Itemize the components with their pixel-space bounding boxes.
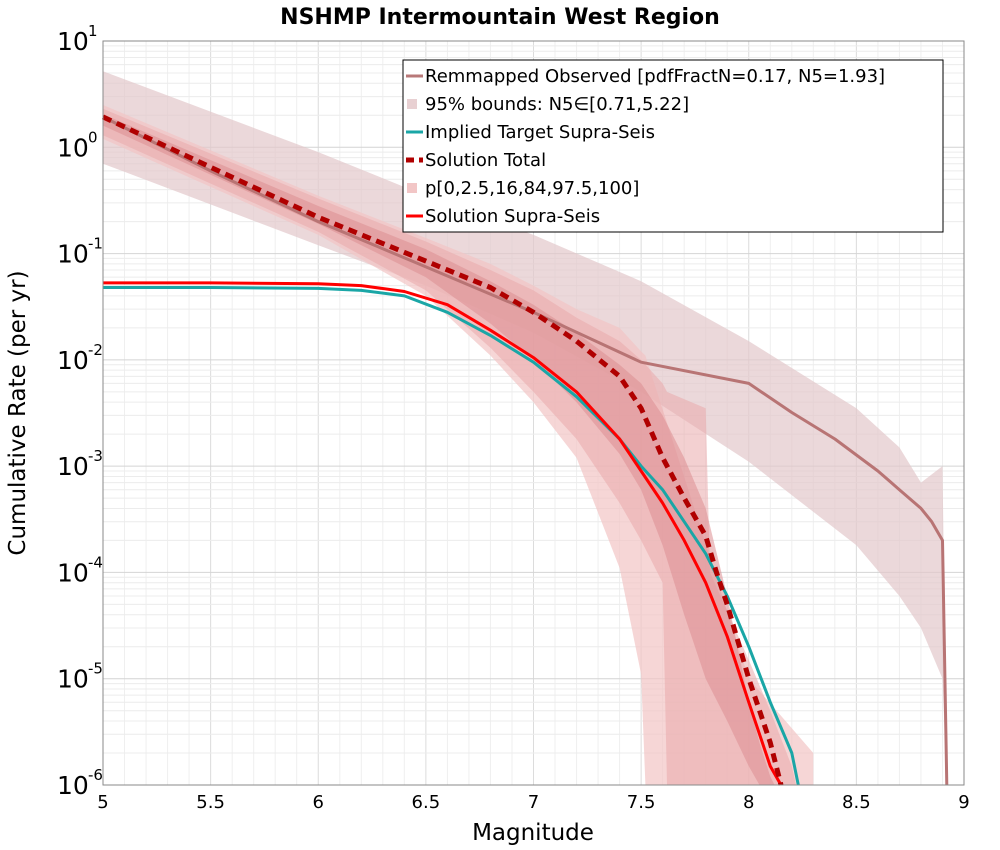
band-area [103,105,814,785]
legend-label: 95% bounds: N5∈[0.71,5.22] [425,94,689,115]
legend-label: Remmapped Observed [pdfFractN=0.17, N5=1… [425,66,885,87]
series-lines [101,114,949,786]
legend-label: Implied Target Supra-Seis [425,122,655,143]
y-tick-label: 10 [57,771,89,800]
y-tick-label: 10 [57,665,89,694]
series-line [102,115,949,786]
x-tick-label: 5 [97,792,108,813]
chart-title: NSHMP Intermountain West Region [280,5,720,30]
x-tick-label: 8.5 [842,792,871,813]
y-tick-label: 10 [57,558,89,587]
series-line [101,114,784,786]
x-tick-label: 7 [528,792,539,813]
y-tick-label: 10 [57,240,89,269]
legend: Remmapped Observed [pdfFractN=0.17, N5=1… [402,59,944,233]
y-tick-exponent: -4 [88,553,103,571]
band-area [103,114,775,785]
x-axis-label: Magnitude [472,820,594,846]
y-tick-exponent: 0 [88,128,98,146]
x-tick-label: 6.5 [412,792,441,813]
y-tick-label: 10 [57,27,89,56]
legend-box [402,59,944,233]
y-tick-exponent: -6 [88,766,103,784]
y-tick-exponent: -3 [88,447,103,465]
x-tick-label: 5.5 [196,792,225,813]
legend-label: Solution Supra-Seis [425,206,600,227]
y-tick-label: 10 [57,133,89,162]
legend-label: Solution Total [425,150,546,171]
series-line [103,281,783,786]
x-tick-label: 7.5 [627,792,656,813]
legend-swatch [407,183,417,193]
plot-frame [102,40,965,786]
y-tick-label: 10 [57,346,89,375]
y-tick-exponent: -5 [88,660,103,678]
x-tick-label: 9 [958,792,969,813]
y-tick-exponent: -1 [88,235,103,253]
x-tick-labels: 5 5.5 6 6.5 7 7.5 8 8.5 9 [97,792,969,813]
legend-label: p[0,2.5,16,84,97.5,100] [425,178,639,199]
x-tick-label: 8 [743,792,754,813]
y-tick-exponent: 1 [88,22,98,40]
y-tick-exponent: -2 [88,341,103,359]
y-tick-label: 10 [57,452,89,481]
legend-swatch [407,99,417,109]
y-axis-label: Cumulative Rate (per yr) [5,270,31,555]
x-tick-label: 6 [313,792,324,813]
